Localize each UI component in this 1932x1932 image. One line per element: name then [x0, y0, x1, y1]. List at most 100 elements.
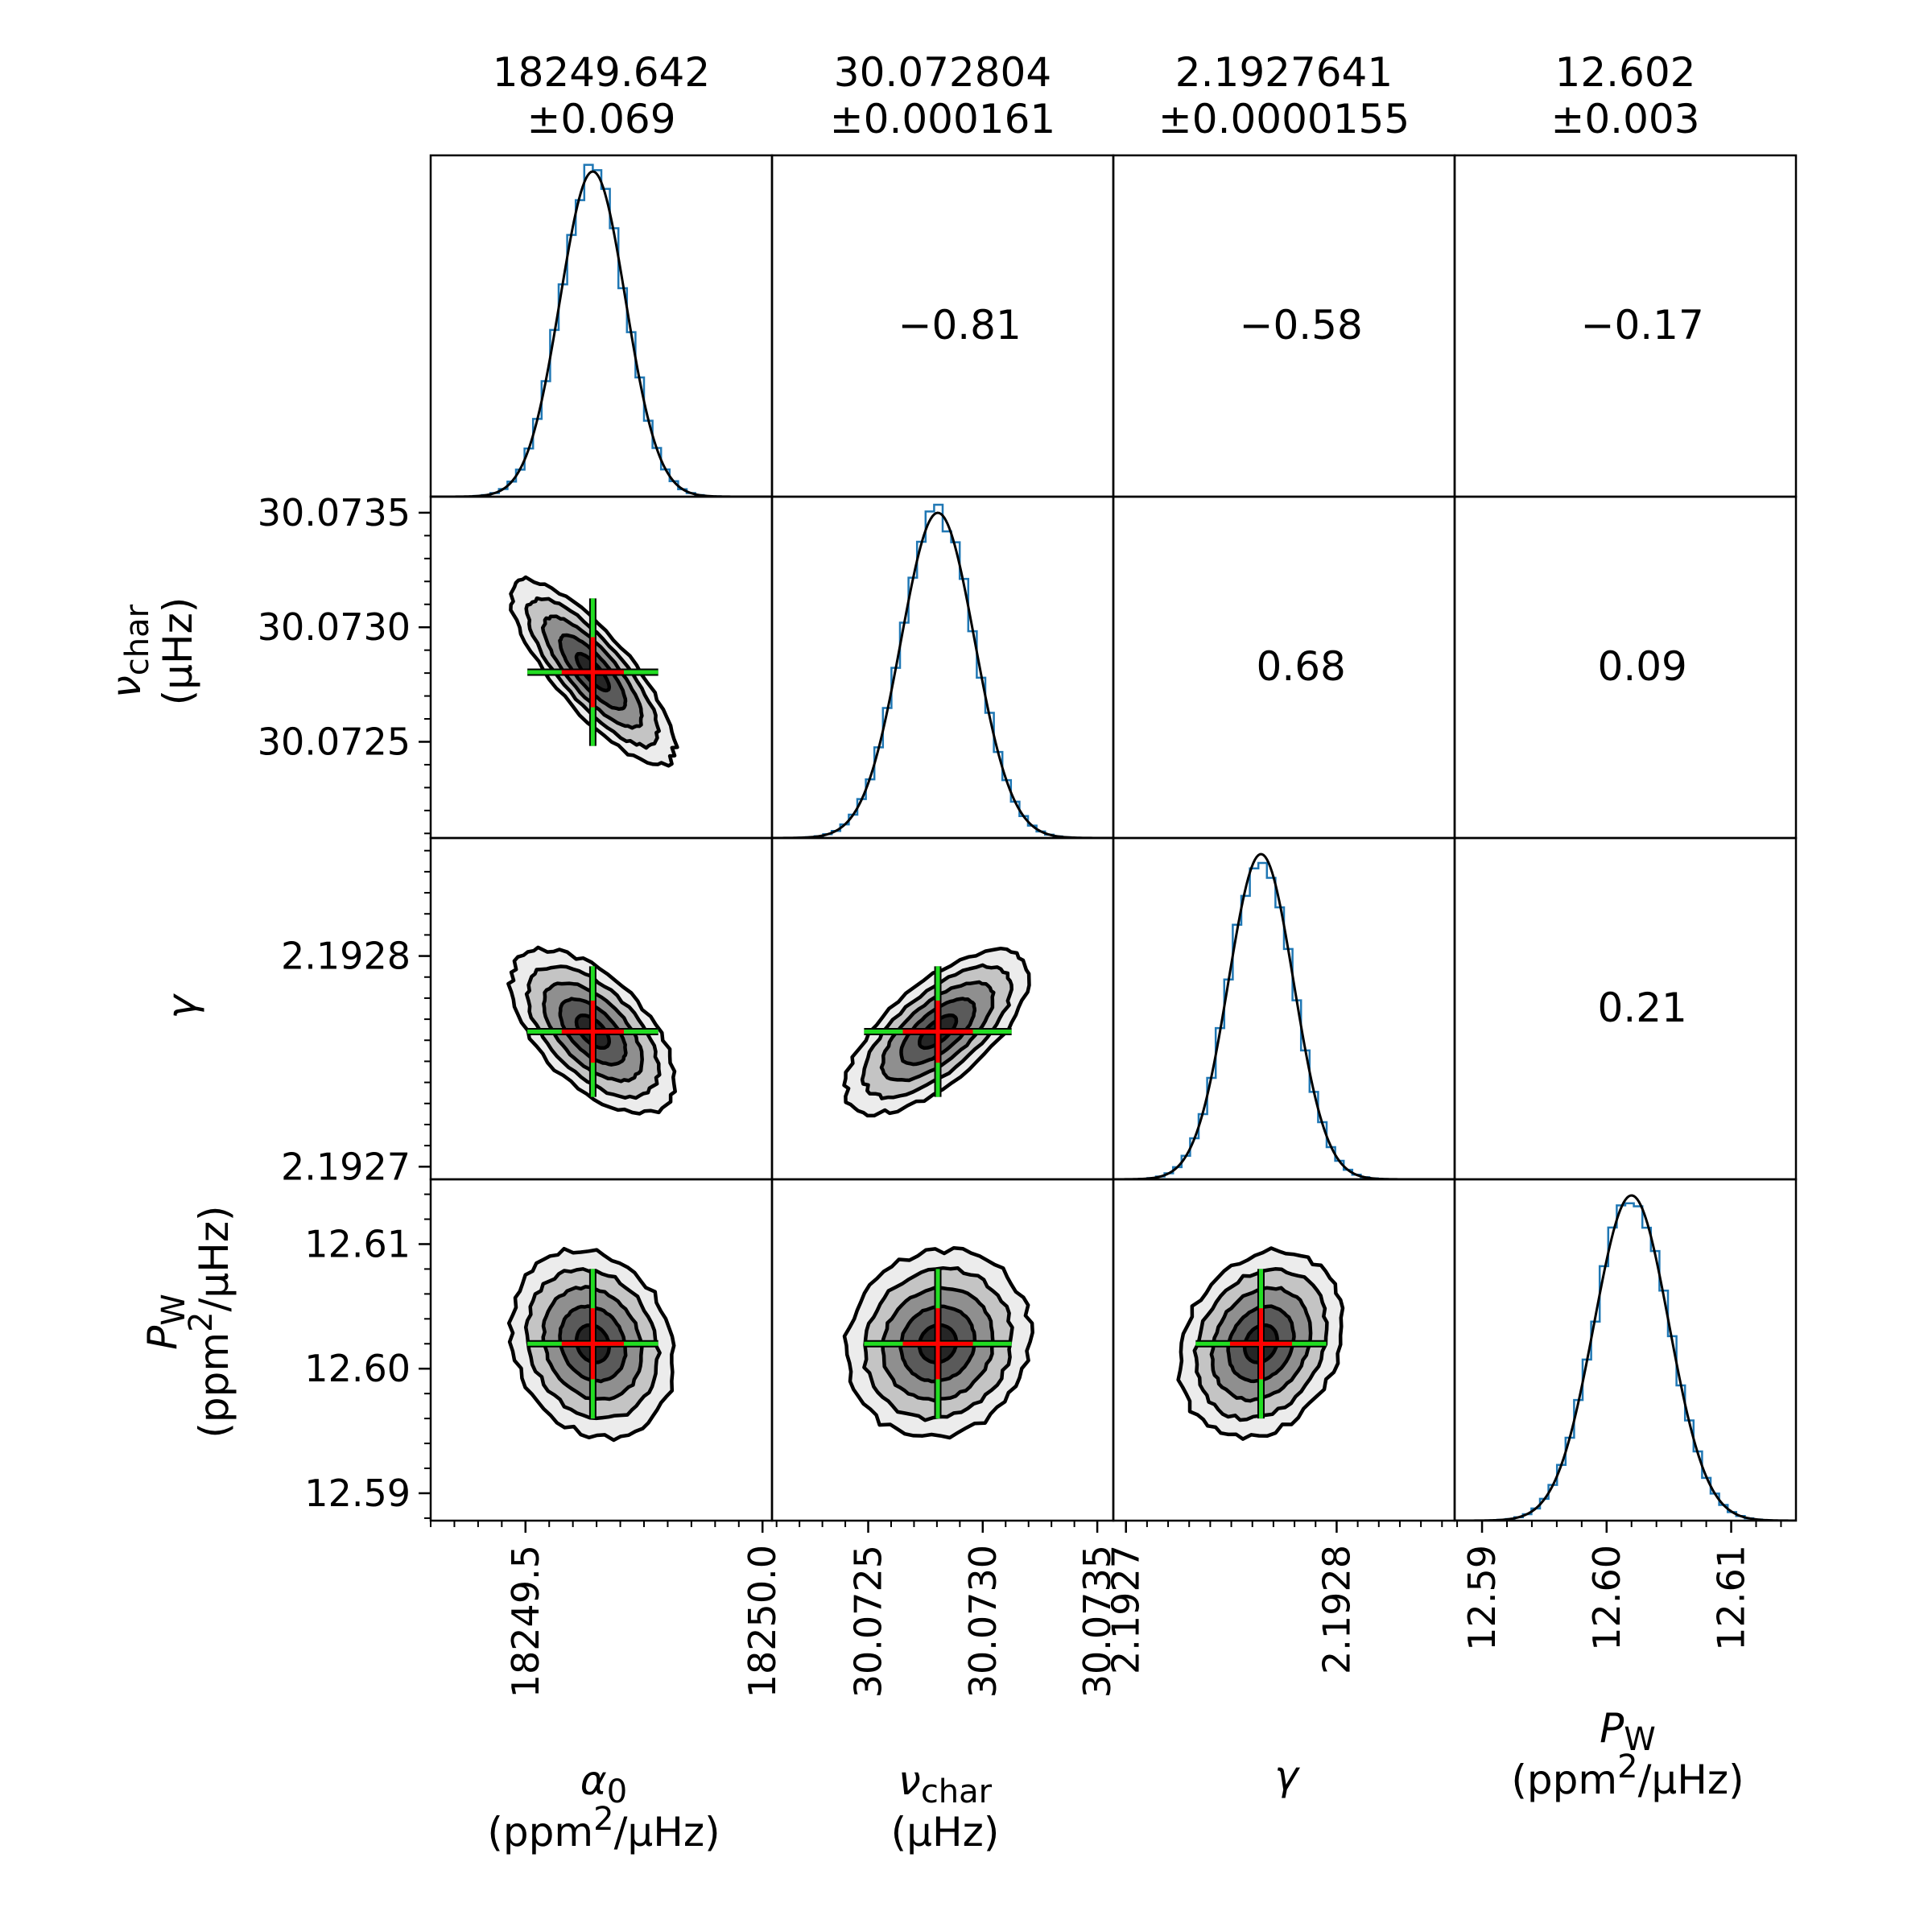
axis-unit: (μHz)	[891, 1809, 1000, 1856]
panel-frame	[1453, 1178, 1798, 1522]
panel-0-2: −0.58	[1112, 154, 1456, 498]
panel-content: 0.68	[1257, 643, 1346, 690]
axis-symbol-letter: ν	[898, 1757, 921, 1804]
axis-symbol-letter: γ	[159, 993, 205, 1019]
y-tick-label: 12.59	[304, 1472, 411, 1515]
panel-2-0: 2.1927 2.1928	[281, 836, 774, 1188]
panel-0-3: −0.17	[1453, 154, 1798, 498]
panel-content	[1113, 852, 1455, 1179]
axis-symbol: νchar	[898, 1757, 993, 1810]
panel-content: −0.81	[898, 302, 1022, 349]
summary-error: ±0.003	[1550, 96, 1699, 142]
axis-symbol: PW	[1600, 1705, 1656, 1758]
y-axis-label-pw: PW(ppm2/μHz)	[139, 1205, 237, 1438]
y-tick-label: 12.61	[304, 1222, 411, 1265]
correlation-value: 0.68	[1257, 643, 1346, 690]
x-axis-label-gamma: γ	[1274, 1752, 1300, 1799]
summary-value: 30.072804	[834, 49, 1051, 96]
summary-value: 12.602	[1555, 49, 1696, 96]
panel-1-0: 30.0725 30.0730 30.0735	[258, 491, 774, 840]
panel-0-1: −0.81	[770, 154, 1115, 498]
panel-3-0: 18249.5 18250.0 12.59 12.60 12.61	[304, 1178, 784, 1698]
x-tick-label: 18249.5	[504, 1545, 547, 1698]
panel-content	[431, 163, 772, 497]
panel-content	[506, 945, 677, 1116]
axis-symbol: νchar	[103, 604, 156, 698]
panel-content	[842, 1245, 1034, 1440]
panel-content: 0.09	[1598, 643, 1687, 690]
panel-content	[842, 946, 1031, 1118]
panel-content	[509, 575, 679, 768]
axis-symbol: γ	[1274, 1752, 1300, 1799]
x-tick-label: 12.61	[1710, 1545, 1753, 1651]
axis-symbol-letter: P	[1600, 1705, 1624, 1752]
y-tick-label: 12.60	[304, 1347, 411, 1390]
axis-symbol-letter: α	[580, 1757, 607, 1804]
y-tick-label: 2.1928	[281, 935, 411, 978]
axis-unit-superscript: 2	[183, 1311, 220, 1331]
x-tick-label: 2.1927	[1104, 1545, 1148, 1674]
axis-unit-superscript: 2	[1617, 1748, 1637, 1785]
axis-symbol: α0	[580, 1757, 627, 1810]
panel-frame	[770, 495, 1115, 840]
y-tick-label: 30.0725	[258, 720, 411, 763]
histogram	[1455, 1202, 1796, 1521]
panel-2-3: 0.21	[1453, 836, 1798, 1181]
summary-error: ±0.069	[526, 96, 675, 142]
gaussian-fit	[772, 511, 1113, 838]
axis-symbol-subscript: W	[1624, 1721, 1656, 1758]
panel-frame	[429, 154, 774, 498]
x-tick-label: 12.60	[1585, 1545, 1629, 1651]
correlation-value: −0.58	[1240, 302, 1363, 349]
axis-unit-suffix: /μHz)	[191, 1205, 237, 1311]
correlation-value: 0.21	[1598, 985, 1687, 1031]
panel-content: 0.21	[1598, 985, 1687, 1031]
panel-2-1	[770, 836, 1115, 1181]
summary-value: 18249.642	[493, 49, 710, 96]
x-tick-label: 30.0725	[847, 1545, 890, 1698]
axis-symbol: PW	[139, 1294, 192, 1350]
panel-1-3: 0.09	[1453, 495, 1798, 840]
x-tick-label: 18250.0	[741, 1545, 784, 1698]
panel-content	[1176, 1246, 1345, 1441]
x-tick-label: 12.59	[1460, 1545, 1504, 1651]
gaussian-fit	[431, 170, 772, 497]
axis-unit-prefix: (ppm	[487, 1809, 593, 1856]
panel-1-1	[770, 495, 1115, 840]
axis-symbol-letter: ν	[103, 675, 150, 698]
axis-symbol: γ	[159, 993, 205, 1019]
y-tick-label: 30.0735	[258, 491, 411, 535]
axis-unit: (ppm2/μHz)	[1511, 1748, 1744, 1803]
x-axis-label-alpha0: α0(ppm2/μHz)	[487, 1757, 720, 1856]
y-axis-label-nu-char: νchar(μHz)	[103, 597, 201, 706]
y-tick-label: 30.0730	[258, 605, 411, 649]
panel-content	[772, 503, 1113, 838]
histogram	[772, 503, 1113, 838]
gaussian-fit	[1455, 1194, 1796, 1521]
axis-symbol-letter: P	[139, 1325, 186, 1350]
axis-unit-suffix: /μHz)	[614, 1809, 720, 1856]
panel-3-2: 2.1927 2.1928	[1104, 1178, 1456, 1674]
panel-3-3: 12.59 12.60 12.61	[1453, 1178, 1798, 1651]
x-tick-label: 30.0730	[961, 1545, 1005, 1698]
axis-unit: (μHz)	[155, 597, 201, 706]
axis-unit: (ppm2/μHz)	[183, 1205, 237, 1438]
panel-frame	[1112, 836, 1456, 1181]
correlation-value: −0.81	[898, 302, 1022, 349]
panel-1-2: 0.68	[1112, 495, 1456, 840]
histogram	[431, 163, 772, 497]
panel-content: −0.58	[1240, 302, 1363, 349]
panel-content	[1455, 1194, 1796, 1521]
axis-unit-suffix: /μHz)	[1638, 1757, 1744, 1803]
x-axis-label-nu-char: νchar(μHz)	[891, 1757, 1000, 1856]
summary-error: ±0.0000155	[1158, 96, 1410, 142]
gaussian-fit	[1113, 852, 1455, 1179]
summary-value: 2.1927641	[1175, 49, 1393, 96]
histogram	[1113, 861, 1455, 1179]
correlation-value: −0.17	[1581, 302, 1704, 349]
axis-unit-prefix: (ppm	[1511, 1757, 1617, 1803]
axis-symbol-subscript: W	[155, 1294, 192, 1326]
axis-symbol-letter: γ	[1274, 1752, 1300, 1799]
panel-3-1: 30.0725 30.0730 30.0735	[770, 1178, 1119, 1698]
